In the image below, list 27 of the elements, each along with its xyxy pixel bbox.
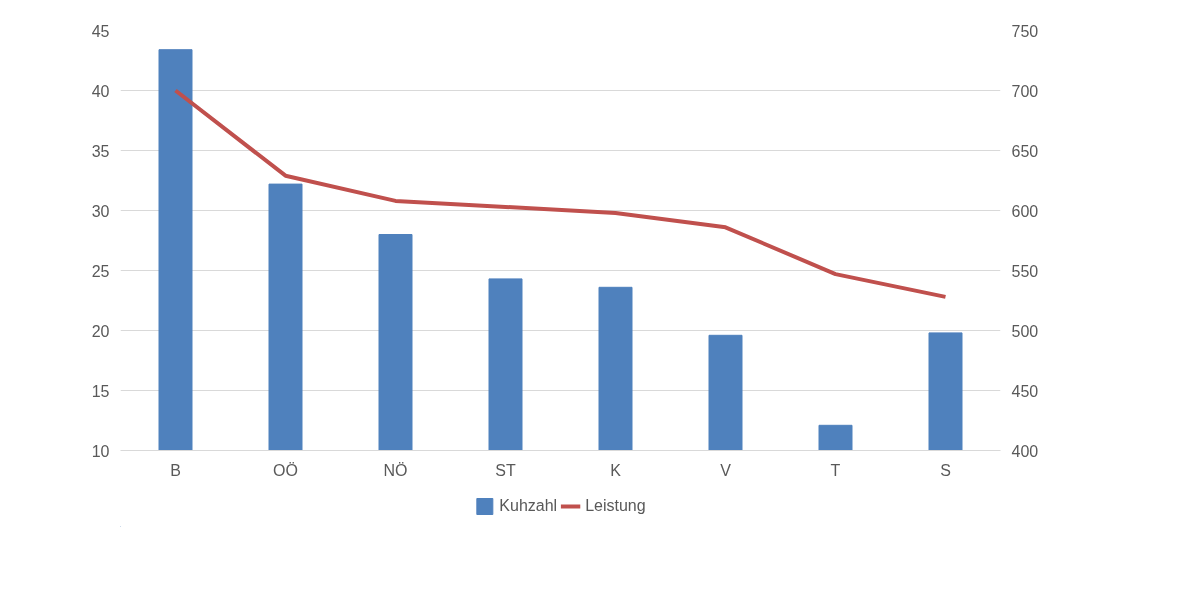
y2-tick-label: 500 [1011,322,1039,340]
y2-tick-label: 450 [1011,382,1039,400]
x-tick-label: K [610,461,622,479]
y2-tick-label: 550 [1011,262,1039,280]
y-tick-label: 20 [91,322,110,340]
y-tick-label: 10 [91,442,110,460]
y2-tick-label: 700 [1011,82,1039,100]
x-tick-label: OÖ [273,461,298,479]
y-tick-label: 30 [91,202,110,220]
x-tick-label: ST [495,461,516,479]
y2-tick-label: 400 [1011,442,1039,460]
x-tick-label: NÖ [383,461,408,479]
y-tick-label: 15 [91,382,110,400]
legend-label: Kuhzahl [499,497,558,515]
x-tick-label: T [830,461,841,479]
line-series [173,88,948,299]
x-tick-label: S [940,461,951,479]
y2-tick-label: 600 [1011,202,1039,220]
x-tick-label: B [170,461,181,479]
legend-label: Leistung [585,497,646,515]
y-tick-label: 45 [91,22,110,40]
y-tick-label: 35 [91,142,110,160]
y-tick-label: 40 [91,82,110,100]
y-tick-label: 25 [91,262,110,280]
y2-tick-label: 650 [1011,142,1039,160]
y2-tick-label: 750 [1011,22,1039,40]
x-tick-label: V [720,461,732,479]
